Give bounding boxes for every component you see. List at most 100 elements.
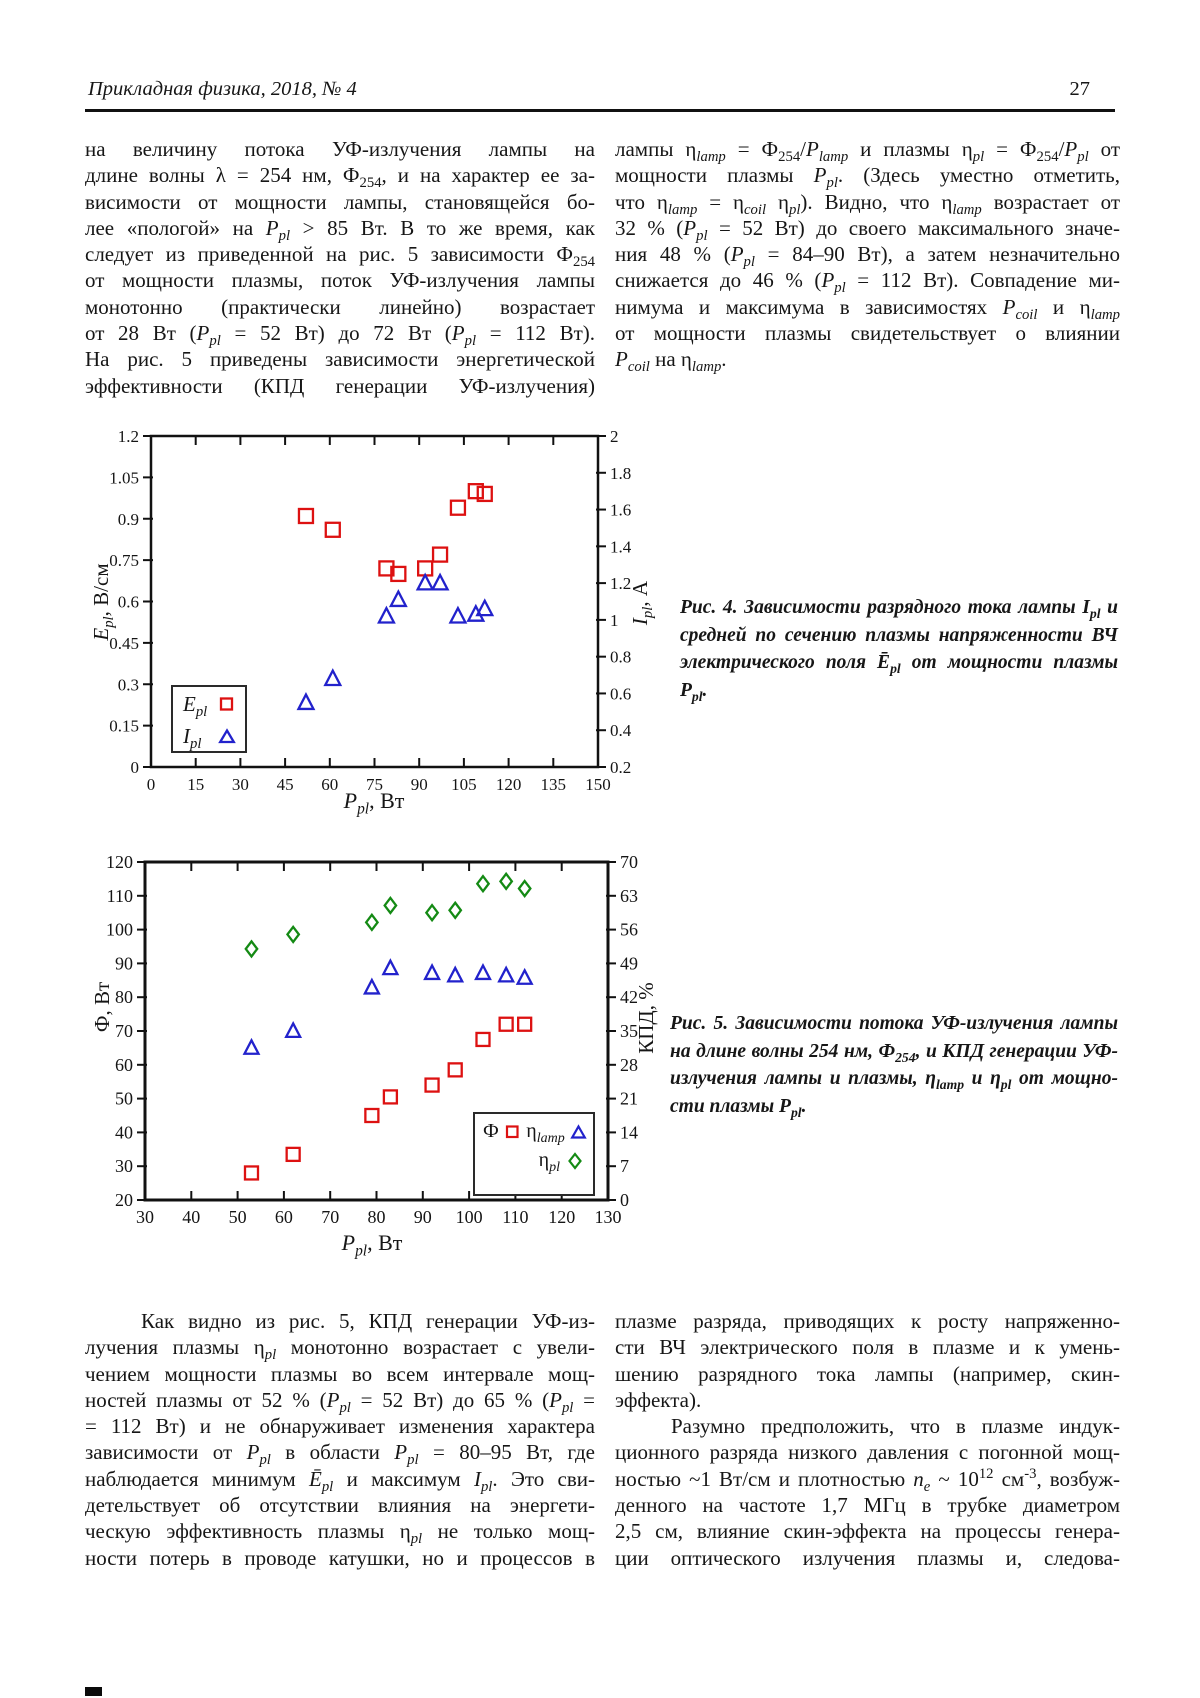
svg-text:45: 45 [277,775,294,794]
svg-text:75: 75 [366,775,383,794]
figure5-y-left-axis-label: Ф, Вт [90,981,114,1033]
figure5-legend: Ф ηlamp ηpl [473,1112,595,1196]
svg-text:90: 90 [411,775,428,794]
text-line: от мощности плазмы, поток УФ-излучения л… [85,268,595,293]
svg-text:0.45: 0.45 [109,634,139,653]
text-line: плазме разряда, приводящих к росту напря… [615,1309,1120,1333]
tick-labels: 0 15 30 45 60 75 90 105 120 135 150 0 0.15 0.3 0.45 0.6… [109,427,632,794]
svg-text:0.2: 0.2 [610,758,631,777]
text-line: = 112 Вт) и не обнаруживает изменения ха… [85,1414,595,1439]
text-line: от 28 Вт (Ppl = 52 Вт) до 72 Вт (Ppl = 1… [85,321,595,350]
svg-text:0.9: 0.9 [118,510,139,529]
svg-text:50: 50 [115,1089,133,1109]
header-rule [85,109,1115,112]
svg-text:70: 70 [620,852,638,872]
bottom-text-left-column: Как видно из рис. 5, КПД генерации УФ-из… [85,1308,595,1571]
svg-text:1.2: 1.2 [610,574,631,593]
svg-text:0.6: 0.6 [610,684,631,703]
text-line: лее «пологой» на Ppl > 85 Вт. В то же вр… [85,215,595,245]
svg-text:110: 110 [107,886,133,906]
svg-text:63: 63 [620,886,638,906]
scan-artifact-mark [85,1687,102,1696]
axis-ticks [143,435,606,768]
svg-text:70: 70 [115,1021,133,1041]
svg-text:0.6: 0.6 [118,593,139,612]
text-line: шению разрядного тока лампы (например, с… [615,1361,1120,1386]
svg-text:60: 60 [115,1055,133,1075]
text-line: Разумно предположить, что в плазме индук… [671,1414,1120,1439]
text-line: электрического поля Ēpl от мощности плаз… [680,652,1118,704]
text-line: ностью ~1 Вт/см и плотностью ne ~ 1012 с… [615,1465,1120,1495]
text-line: мощности плазмы Ppl. (Здесь уместно отме… [615,163,1120,192]
text-line: от мощности плазмы свидетельствует о вли… [615,321,1120,346]
svg-text:42: 42 [620,987,638,1007]
Phi-points [243,1016,533,1181]
text-line: сти плазмы Ppl. [670,1095,807,1120]
journal-title: Прикладная физика, 2018, № 4 [88,78,357,100]
svg-text:0.15: 0.15 [109,717,139,736]
top-text-right-column: лампы ηlamp = Ф254/Plamp и плазмы ηpl = … [615,136,1121,375]
svg-text:150: 150 [585,775,611,794]
svg-text:40: 40 [182,1207,200,1227]
figure4-x-axis-label: Ppl, Вт [343,788,405,818]
svg-text:0.8: 0.8 [610,648,631,667]
text-line: ции оптического излучения плазмы и, след… [615,1545,1120,1570]
figure4-chart: 0 15 30 45 60 75 90 105 120 135 150 0 0.15 0.3 0.45 0.6… [109,427,632,794]
figure4-caption: Рис. 4. Зависимости разрядного тока ламп… [680,594,1118,704]
text-line: Рис. 4. Зависимости разрядного тока ламп… [680,597,1118,621]
text-line: ционного разряда низкого давления с пого… [615,1440,1120,1465]
figure4-y-right-axis-label: Ipl, А [628,580,657,626]
svg-text:0: 0 [620,1190,629,1210]
svg-text:135: 135 [541,775,567,794]
svg-text:14: 14 [620,1122,638,1142]
svg-text:20: 20 [115,1190,133,1210]
svg-text:105: 105 [451,775,477,794]
square-marker-icon [219,697,234,711]
triangle-marker-icon [218,728,236,744]
text-line: средней по сечению плазмы напряженности … [680,624,1118,646]
svg-text:60: 60 [321,775,338,794]
svg-text:70: 70 [321,1207,339,1227]
text-line: висимости от мощности лампы, становящейс… [85,189,595,214]
figure4-y-left-axis-label: Epl, В/см [89,563,118,641]
legend-label-phi: Ф [483,1120,499,1142]
svg-text:35: 35 [620,1021,638,1041]
legend-row: Epl [173,687,245,720]
svg-text:56: 56 [620,920,638,940]
legend-label-eta-lamp: ηlamp [526,1120,565,1146]
svg-text:120: 120 [548,1207,575,1227]
top-text-left-column: на величину потока УФ-излучения лампы на… [85,136,595,399]
svg-text:30: 30 [115,1156,133,1176]
svg-text:100: 100 [456,1207,483,1227]
text-line: эффективности (КПД генерации УФ-излучени… [85,373,595,398]
text-line: наблюдается минимум Ēpl и максимум Ipl. … [85,1466,595,1495]
svg-text:0.75: 0.75 [109,551,139,570]
text-line: нимума и максимума в зависимостях Pcoil … [615,294,1120,323]
text-line: ностей плазмы от 52 % (Ppl = 52 Вт) до 6… [85,1387,596,1417]
text-line: монотонно (практически линейно) возраста… [85,294,595,319]
text-line: излучения лампы и плазмы, ηlamp и ηpl от… [670,1068,1118,1092]
tick-labels: 30 40 50 60 70 80 90 100 110 120 13020304050607080… [106,852,638,1227]
bottom-text-right-column: плазме разряда, приводящих к росту напря… [615,1308,1120,1571]
svg-text:110: 110 [502,1207,528,1227]
text-line: Рис. 5. Зависимости потока УФ-излучения … [670,1013,1118,1034]
text-line: 32 % (Ppl = 52 Вт) до своего максимально… [615,215,1120,245]
text-line: лампы ηlamp = Ф254/Plamp и плазмы ηpl = … [615,137,1121,166]
svg-text:30: 30 [136,1207,154,1227]
text-line: следует из приведенной на рис. 5 зависим… [85,242,595,271]
text-line: ности потерь в проводе катушки, но и про… [85,1545,595,1570]
text-line: детельствует об отсутствии влияния на эн… [85,1493,595,1518]
svg-text:90: 90 [414,1207,432,1227]
svg-text:0.4: 0.4 [610,721,632,740]
text-line: что ηlamp = ηcoil ηpl). Видно, что ηlamp… [615,189,1121,218]
page-number: 27 [1069,78,1091,100]
svg-text:1.6: 1.6 [610,501,631,520]
svg-text:0: 0 [147,775,156,794]
figure5-chart: 30 40 50 60 70 80 90 100 110 120 13020304050607080… [106,852,638,1227]
text-line: снижается до 46 % (Ppl = 112 Вт). Совпад… [615,268,1120,297]
text-line: на длине волны 254 нм, Ф254, и КПД генер… [670,1040,1118,1065]
svg-text:0.3: 0.3 [118,675,139,694]
text-line: денного на частоте 1,7 МГц в трубке диам… [615,1493,1120,1518]
svg-text:7: 7 [620,1156,629,1176]
text-line: 2,5 см, влияние скин-эффекта на процессы… [615,1519,1120,1544]
